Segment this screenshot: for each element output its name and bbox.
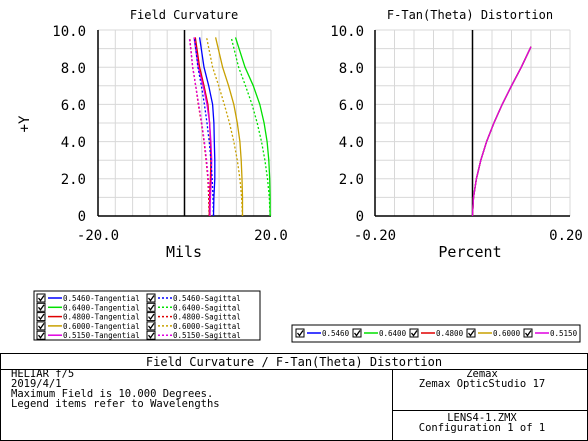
- field-curvature-y-tick-8: 8.0: [61, 61, 86, 77]
- field-curvature-curve-0-6400-tangential: [234, 37, 271, 216]
- distortion-legend-checkbox-0-5460[interactable]: [295, 328, 305, 338]
- configuration: Configuration 1 of 1: [419, 422, 545, 434]
- distortion-y-tick-4: 4.0: [339, 135, 364, 151]
- field-curvature-curve-0-6000-tangential: [214, 37, 244, 216]
- legend-checkbox-0-6000-sagittal[interactable]: [146, 321, 156, 331]
- distortion-y-tick-10: 10.0: [330, 24, 364, 40]
- field-curvature-curve-0-5460-tangential: [198, 37, 216, 217]
- distortion-y-tick-0: 0: [356, 209, 364, 225]
- legend-checkbox-0-5150-tangential[interactable]: [36, 330, 46, 340]
- legend-label-0-4800-sagittal: 0.4800-Sagittal: [173, 313, 241, 322]
- field-curvature-curves: [188, 37, 271, 217]
- field-curvature-y-tick-4: 4.0: [61, 135, 86, 151]
- distortion-legend-label-0-6400: 0.6400: [379, 329, 407, 338]
- legend-label-0-5150-sagittal: 0.5150-Sagittal: [173, 331, 241, 340]
- distortion-legend: 0.5460 0.6400 0.4800 0.6000 0.5150: [291, 324, 581, 343]
- legend-label-0-6400-tangential: 0.6400-Tangential: [63, 303, 140, 312]
- field-curvature-y-tick-0: 0: [78, 209, 86, 225]
- legend-label-0-5150-tangential: 0.5150-Tangential: [63, 331, 140, 340]
- legend-label-0-6000-tangential: 0.6000-Tangential: [63, 322, 140, 331]
- distortion-plot: F-Tan(Theta) Distortion Percent -0.20 0.…: [330, 8, 583, 261]
- legend-checkbox-0-5460-tangential[interactable]: [36, 293, 46, 303]
- report-date: 2019/4/1: [11, 378, 62, 390]
- distortion-curves: [471, 46, 532, 217]
- field-curvature-curve-0-5150-sagittal: [188, 37, 211, 217]
- field-curvature-title: Field Curvature: [130, 8, 238, 22]
- distortion-legend-label-0-5150: 0.5150: [550, 329, 578, 338]
- info-block: Field Curvature / F-Tan(Theta) Distortio…: [0, 353, 588, 441]
- distortion-title: F-Tan(Theta) Distortion: [387, 8, 553, 22]
- field-curvature-x-tick-min: -20.0: [77, 228, 119, 244]
- distortion-legend-label-0-5460: 0.5460: [322, 329, 350, 338]
- distortion-y-tick-6: 6.0: [339, 98, 364, 114]
- distortion-legend-checkbox-0-5150[interactable]: [523, 328, 533, 338]
- field-curvature-curve-0-5460-sagittal: [193, 37, 215, 217]
- field-curvature-x-tick-max: 20.0: [254, 228, 288, 244]
- legend-label-0-6400-sagittal: 0.6400-Sagittal: [173, 303, 241, 312]
- distortion-legend-label-0-6000: 0.6000: [493, 329, 521, 338]
- legend-note: Legend items refer to Wavelengths: [11, 398, 220, 410]
- max-field-note: Maximum Field is 10.000 Degrees.: [11, 388, 213, 400]
- field-curvature-x-label: Mils: [166, 243, 202, 261]
- field-curvature-y-tick-2: 2.0: [61, 172, 86, 188]
- legend-checkbox-0-6400-tangential[interactable]: [36, 302, 46, 312]
- distortion-legend-label-0-4800: 0.4800: [436, 329, 464, 338]
- field-curvature-plot: Field Curvature +Y Mils -20.0 20.0 0 2.0…: [17, 8, 288, 261]
- file-name: LENS4-1.ZMX: [447, 412, 517, 424]
- field-curvature-curve-0-6000-sagittal: [205, 37, 244, 217]
- field-curvature-y-tick-6: 6.0: [61, 98, 86, 114]
- distortion-legend-checkbox-0-4800[interactable]: [409, 328, 419, 338]
- legend-checkbox-0-6000-tangential[interactable]: [36, 321, 46, 331]
- legend-checkbox-0-4800-tangential[interactable]: [36, 312, 46, 322]
- distortion-legend-box: [291, 324, 581, 343]
- legend-label-0-6000-sagittal: 0.6000-Sagittal: [173, 322, 241, 331]
- distortion-x-tick-max: 0.20: [549, 228, 583, 244]
- info-title: Field Curvature / F-Tan(Theta) Distortio…: [146, 355, 442, 369]
- distortion-y-tick-8: 8.0: [339, 61, 364, 77]
- lens-name: HELIAR f/5: [11, 368, 74, 380]
- legend-label-0-4800-tangential: 0.4800-Tangential: [63, 313, 140, 322]
- product-name: Zemax OpticStudio 17: [419, 378, 545, 390]
- field-curvature-y-label: +Y: [17, 115, 33, 132]
- legend-checkbox-0-5460-sagittal[interactable]: [146, 293, 156, 303]
- legend-checkbox-0-4800-sagittal[interactable]: [146, 312, 156, 322]
- legend-checkbox-0-5150-sagittal[interactable]: [146, 330, 156, 340]
- distortion-grid: [374, 29, 571, 217]
- distortion-x-tick-min: -0.20: [354, 228, 396, 244]
- distortion-curve-0-5150: [471, 46, 532, 217]
- legend-checkbox-0-6400-sagittal[interactable]: [146, 302, 156, 312]
- legend-label-0-5460-sagittal: 0.5460-Sagittal: [173, 294, 241, 303]
- field-curvature-y-tick-10: 10.0: [52, 24, 86, 40]
- field-curvature-curve-0-5150-tangential: [193, 37, 213, 217]
- distortion-x-label: Percent: [438, 243, 501, 261]
- field-curvature-legend: 0.5460-Tangential 0.5460-Sagittal 0.6400-T…: [33, 290, 261, 341]
- distortion-legend-checkbox-0-6000[interactable]: [466, 328, 476, 338]
- company-name: Zemax: [466, 368, 498, 380]
- distortion-y-tick-2: 2.0: [339, 172, 364, 188]
- distortion-legend-checkbox-0-6400[interactable]: [352, 328, 362, 338]
- field-curvature-curve-0-6400-sagittal: [230, 37, 271, 217]
- legend-label-0-5460-tangential: 0.5460-Tangential: [63, 294, 140, 303]
